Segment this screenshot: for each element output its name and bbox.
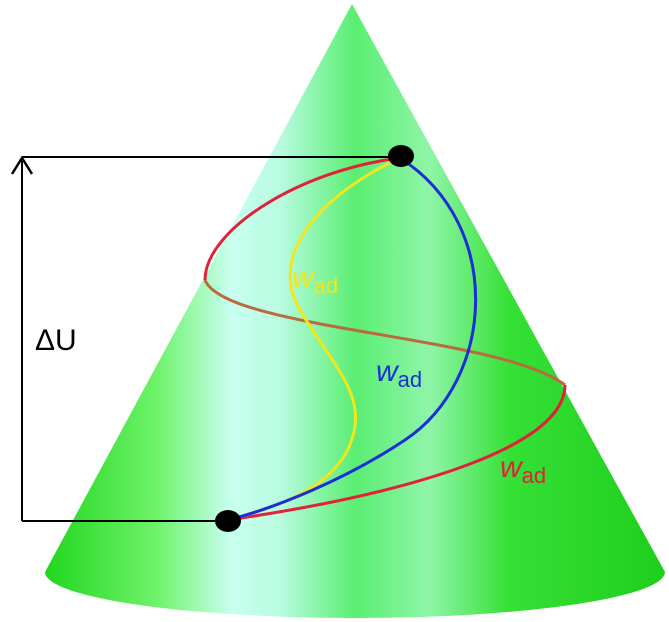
work-subscript: ad: [522, 463, 546, 488]
work-symbol: w: [292, 261, 316, 294]
work-subscript: ad: [314, 273, 338, 298]
diagram: ΔU wadwadwad: [0, 0, 669, 622]
work-symbol: w: [376, 355, 400, 388]
state-point-top: [388, 145, 414, 167]
state-point-bottom: [215, 510, 241, 532]
page: ΔU wadwadwad (() => { const data = JSON.…: [0, 0, 669, 622]
cone: [45, 4, 665, 618]
work-subscript: ad: [398, 367, 422, 392]
delta-u-label: ΔU: [35, 324, 77, 357]
work-symbol: w: [500, 451, 524, 484]
